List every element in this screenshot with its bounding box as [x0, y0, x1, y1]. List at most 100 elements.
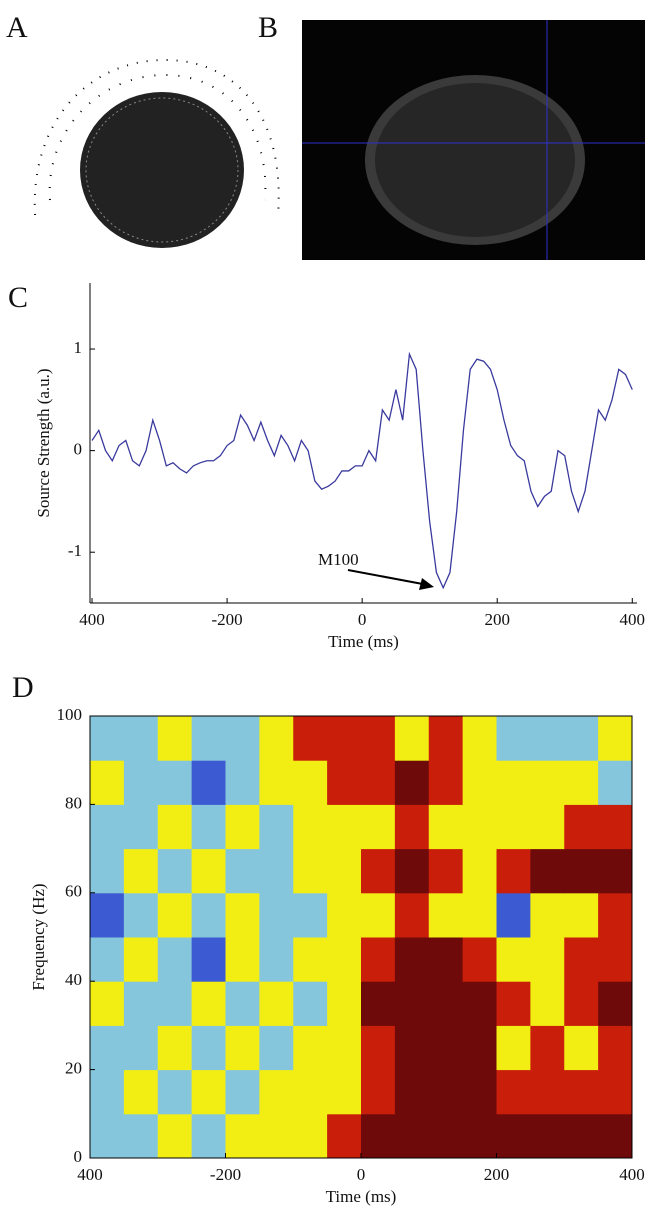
heat-cell — [293, 848, 328, 894]
heat-cell — [361, 937, 396, 982]
heat-cell — [327, 1113, 362, 1159]
heat-cell — [191, 760, 226, 805]
heat-cell — [394, 1025, 430, 1071]
heat-cell — [157, 1069, 193, 1115]
y-tick-label: 20 — [65, 1059, 82, 1078]
heat-cell — [259, 981, 294, 1026]
heat-cell — [123, 804, 159, 850]
heat-cell — [259, 892, 294, 938]
heat-cell — [530, 848, 565, 894]
heat-cell — [428, 760, 464, 805]
panel-label: A — [6, 11, 28, 44]
heat-cell — [598, 981, 633, 1026]
heat-cell — [564, 1025, 599, 1071]
mri-slice — [302, 20, 645, 260]
heat-cell — [225, 892, 260, 938]
heat-cell — [428, 1025, 464, 1071]
heat-cell — [191, 981, 226, 1026]
heat-cell — [191, 1025, 226, 1071]
heat-cell — [462, 1113, 497, 1159]
heat-cell — [361, 892, 396, 938]
y-tick-label: 0 — [74, 1147, 83, 1166]
heat-cell — [564, 937, 599, 982]
heat-cell — [428, 1069, 464, 1115]
heat-cell — [564, 716, 599, 761]
x-tick-label: 400 — [619, 1165, 645, 1184]
heat-cell — [394, 804, 430, 850]
heat-cell — [123, 1113, 159, 1159]
heat-cell — [157, 1025, 193, 1071]
heat-cell — [564, 848, 599, 894]
x-tick-label: 0 — [357, 1165, 366, 1184]
heat-cell — [598, 760, 633, 805]
heat-cell — [157, 804, 193, 850]
heat-cell — [361, 981, 396, 1026]
heat-cell — [259, 1113, 294, 1159]
heat-cell — [293, 981, 328, 1026]
heat-cell — [564, 1069, 599, 1115]
heat-cell — [259, 848, 294, 894]
heat-cell — [157, 981, 193, 1026]
heat-cell — [327, 937, 362, 982]
heat-cell — [191, 848, 226, 894]
heat-cell — [293, 1025, 328, 1071]
heat-cell — [462, 1069, 497, 1115]
heat-cell — [90, 804, 125, 850]
heat-cell — [530, 1069, 565, 1115]
heat-cell — [123, 1025, 159, 1071]
heat-cell — [225, 848, 260, 894]
heat-cell — [598, 1025, 633, 1071]
heat-cell — [191, 1113, 226, 1159]
heat-cell — [157, 1113, 193, 1159]
heat-cell — [293, 804, 328, 850]
x-axis-label: Time (ms) — [326, 1187, 397, 1206]
heat-cell — [394, 892, 430, 938]
heat-cell — [293, 1069, 328, 1115]
heat-cell — [191, 1069, 226, 1115]
y-tick-label: 80 — [65, 793, 82, 812]
heat-cell — [530, 760, 565, 805]
heat-cell — [530, 981, 565, 1026]
heat-cell — [157, 892, 193, 938]
heat-cell — [90, 1069, 125, 1115]
heat-cell — [496, 716, 531, 761]
heat-cell — [293, 716, 328, 761]
arrow-head — [419, 578, 434, 590]
heat-cell — [496, 1113, 531, 1159]
annotation: M100 — [318, 550, 359, 569]
heat-cell — [361, 1025, 396, 1071]
heat-cell — [496, 760, 531, 805]
heat-cell — [90, 716, 125, 761]
heat-cell — [259, 1069, 294, 1115]
heat-cell — [428, 981, 464, 1026]
panel-label: B — [258, 11, 278, 44]
heat-cell — [361, 1069, 396, 1115]
heat-cell — [191, 892, 226, 938]
heat-cell — [598, 848, 633, 894]
heat-cell — [530, 892, 565, 938]
heat-cell — [496, 892, 531, 938]
heat-cell — [361, 804, 396, 850]
heat-cell — [496, 1069, 531, 1115]
x-tick-label: -200 — [212, 610, 243, 629]
x-tick-label: 0 — [358, 610, 367, 629]
heat-cell — [598, 716, 633, 761]
heat-cell — [90, 937, 125, 982]
heat-cell — [394, 937, 430, 982]
heat-cell — [327, 981, 362, 1026]
heat-cell — [496, 1025, 531, 1071]
heat-cell — [361, 760, 396, 805]
heat-cell — [90, 1025, 125, 1071]
arrow — [347, 569, 429, 586]
heat-cell — [530, 804, 565, 850]
heat-cell — [598, 892, 633, 938]
heat-cell — [259, 716, 294, 761]
line — [91, 351, 633, 590]
heat-cell — [293, 1113, 328, 1159]
heat-cell — [90, 760, 125, 805]
heat-cell — [598, 804, 633, 850]
heat-cell — [157, 848, 193, 894]
heat-cell — [394, 981, 430, 1026]
heat-cell — [462, 937, 497, 982]
